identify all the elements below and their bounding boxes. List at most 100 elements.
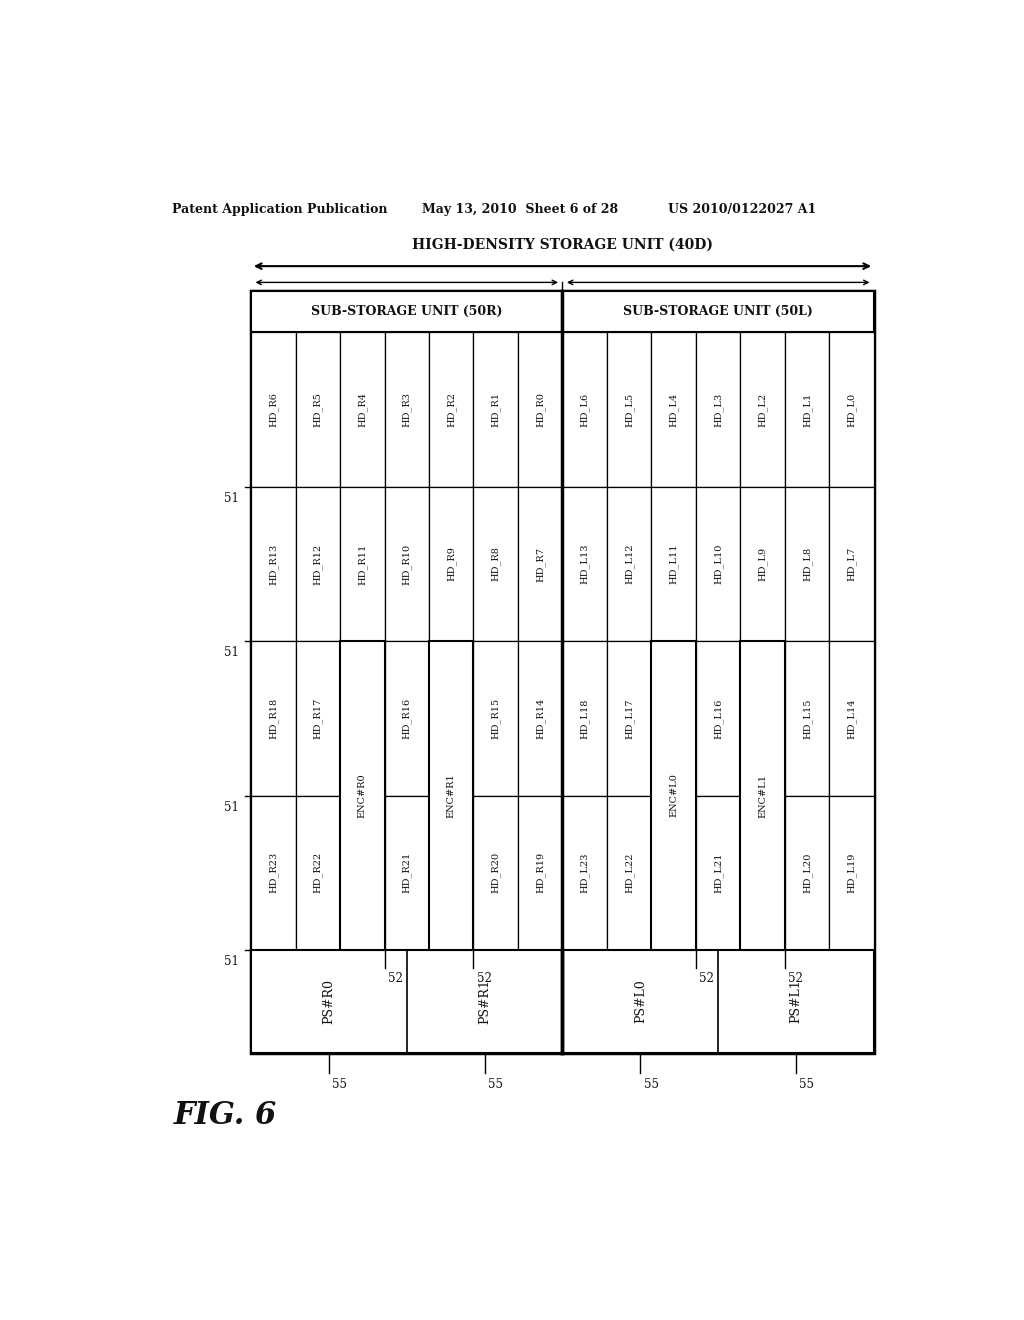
Text: HD_L21: HD_L21	[714, 853, 723, 894]
Text: HD_L7: HD_L7	[847, 546, 857, 581]
Text: FIG. 6: FIG. 6	[174, 1101, 278, 1131]
Bar	[785, 333, 829, 487]
Text: HD_L4: HD_L4	[669, 392, 679, 426]
Text: HD_R13: HD_R13	[268, 544, 279, 585]
Bar	[429, 642, 473, 950]
Bar	[384, 796, 429, 950]
Text: HD_L22: HD_L22	[625, 853, 634, 894]
Text: HD_R21: HD_R21	[401, 853, 412, 894]
Bar	[384, 333, 429, 487]
Text: HD_L18: HD_L18	[580, 698, 590, 739]
Bar	[829, 796, 873, 950]
Text: HD_L23: HD_L23	[580, 853, 590, 894]
Text: HD_R0: HD_R0	[536, 392, 545, 428]
Text: HD_R6: HD_R6	[268, 392, 279, 428]
Text: HD_L8: HD_L8	[803, 546, 812, 581]
Text: HD_L0: HD_L0	[847, 392, 857, 426]
Bar	[429, 487, 473, 642]
Bar	[651, 642, 696, 796]
Text: HD_R7: HD_R7	[536, 546, 545, 582]
Text: HD_L13: HD_L13	[580, 544, 590, 585]
Text: HD_L12: HD_L12	[625, 544, 634, 585]
Text: May 13, 2010  Sheet 6 of 28: May 13, 2010 Sheet 6 of 28	[422, 203, 617, 215]
Text: HD_L15: HD_L15	[803, 698, 812, 739]
Text: SUB-STORAGE UNIT (50L): SUB-STORAGE UNIT (50L)	[624, 305, 813, 318]
Bar	[429, 796, 473, 950]
Text: HD_R1: HD_R1	[490, 392, 501, 428]
Bar	[696, 333, 740, 487]
Bar	[740, 487, 785, 642]
Text: HD_R18: HD_R18	[268, 698, 279, 739]
Bar	[296, 642, 340, 796]
Bar	[518, 796, 562, 950]
Text: ENC#L1: ENC#L1	[758, 774, 767, 817]
Text: ENC#L0: ENC#L0	[670, 774, 678, 817]
Text: HD_R11: HD_R11	[357, 544, 367, 585]
Bar	[251, 950, 873, 1053]
Text: 51: 51	[224, 647, 240, 659]
Text: HD_R22: HD_R22	[313, 853, 323, 894]
Text: HD_L20: HD_L20	[803, 853, 812, 892]
Text: HD_L17: HD_L17	[625, 698, 634, 739]
Text: 55: 55	[800, 1078, 814, 1092]
Bar	[251, 796, 296, 950]
Bar	[607, 796, 651, 950]
Bar	[829, 333, 873, 487]
Bar	[429, 642, 473, 796]
Bar	[740, 642, 785, 796]
Bar	[340, 333, 384, 487]
Bar	[384, 642, 429, 796]
Bar	[696, 796, 740, 950]
Bar	[429, 333, 473, 487]
Bar	[562, 642, 607, 796]
Text: 52: 52	[699, 973, 714, 985]
Text: HD_R20: HD_R20	[490, 853, 501, 894]
Text: 55: 55	[332, 1078, 347, 1092]
Bar	[296, 333, 340, 487]
Text: ENC#R1: ENC#R1	[446, 774, 456, 818]
Text: HD_L2: HD_L2	[758, 392, 768, 426]
Bar	[562, 487, 607, 642]
Text: HD_R15: HD_R15	[490, 698, 501, 739]
Bar	[473, 333, 518, 487]
Bar	[251, 333, 296, 487]
Text: 51: 51	[224, 492, 240, 506]
Bar	[829, 642, 873, 796]
Bar	[740, 333, 785, 487]
Text: 52: 52	[477, 973, 492, 985]
Text: HD_R19: HD_R19	[536, 853, 545, 894]
Bar	[562, 796, 607, 950]
Text: HD_R23: HD_R23	[268, 853, 279, 894]
Text: HD_L19: HD_L19	[847, 853, 857, 892]
Text: 51: 51	[224, 801, 240, 813]
Text: US 2010/0122027 A1: US 2010/0122027 A1	[668, 203, 816, 215]
Bar	[340, 796, 384, 950]
Bar	[829, 487, 873, 642]
Text: HD_L9: HD_L9	[758, 546, 768, 581]
Text: HD_L3: HD_L3	[714, 392, 723, 426]
Text: HD_R5: HD_R5	[313, 392, 323, 428]
Text: HD_R2: HD_R2	[446, 392, 456, 428]
Bar	[696, 487, 740, 642]
Bar	[251, 642, 296, 796]
Text: HD_R10: HD_R10	[401, 544, 412, 585]
Text: 52: 52	[388, 973, 402, 985]
Bar	[785, 642, 829, 796]
Text: HD_R4: HD_R4	[357, 392, 367, 428]
Text: HD_L10: HD_L10	[714, 544, 723, 585]
Text: PS#R1: PS#R1	[478, 979, 492, 1024]
Text: HD_R9: HD_R9	[446, 546, 456, 581]
Bar	[340, 642, 384, 796]
Bar	[607, 642, 651, 796]
Bar	[473, 487, 518, 642]
Text: HD_R16: HD_R16	[401, 698, 412, 739]
Bar	[518, 487, 562, 642]
Bar	[651, 487, 696, 642]
Bar	[384, 487, 429, 642]
Bar	[518, 642, 562, 796]
Bar	[607, 333, 651, 487]
Text: HD_R3: HD_R3	[401, 392, 412, 428]
Text: PS#L0: PS#L0	[634, 979, 647, 1023]
Bar	[473, 642, 518, 796]
Text: Patent Application Publication: Patent Application Publication	[172, 203, 387, 215]
